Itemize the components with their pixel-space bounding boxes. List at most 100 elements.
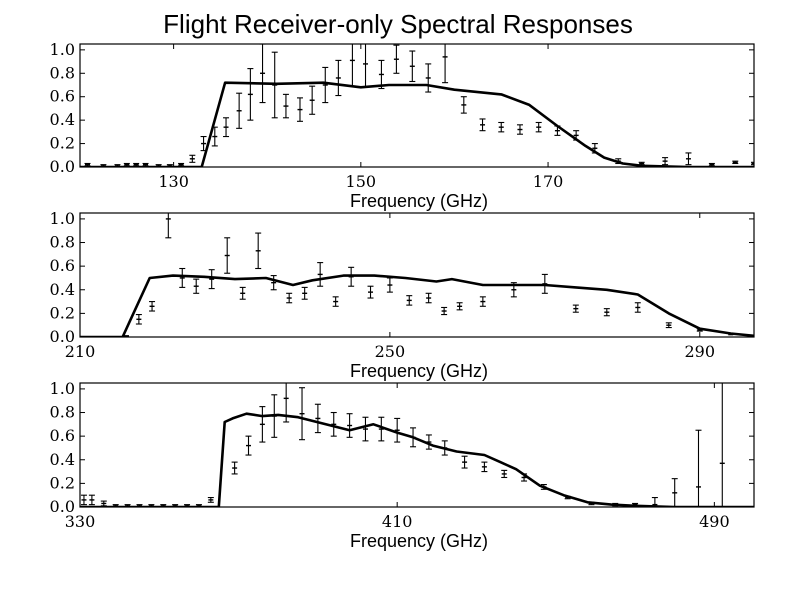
data-point (135, 314, 142, 325)
data-point (615, 158, 622, 165)
response-line (80, 274, 754, 337)
y-tick-label: 0.2 (50, 134, 75, 153)
data-point (239, 286, 246, 300)
data-point (165, 213, 172, 239)
data-point (367, 285, 374, 299)
data-point (282, 93, 289, 119)
data-point (179, 267, 186, 288)
data-point (247, 68, 254, 121)
data-point (255, 232, 262, 270)
data-point (270, 275, 277, 291)
x-tick-label: 250 (375, 342, 406, 361)
data-point (732, 160, 739, 165)
data-point (259, 406, 266, 443)
data-point (554, 125, 561, 136)
data-point (271, 51, 278, 119)
x-tick-label: 150 (346, 172, 377, 191)
data-point (461, 455, 468, 469)
y-tick-label: 0.6 (50, 87, 75, 106)
data-layer (80, 213, 754, 337)
y-tick-label: 0.6 (50, 256, 75, 275)
data-point (362, 44, 369, 88)
y-tick-label: 0.6 (50, 426, 75, 445)
x-axis-label: Frequency (GHz) (350, 361, 488, 381)
data-point (460, 96, 467, 114)
data-point (309, 85, 316, 115)
data-point (393, 44, 400, 74)
data-point (386, 277, 393, 293)
data-point (208, 269, 215, 290)
y-tick-label: 0.8 (50, 233, 75, 252)
y-tick-label: 0.0 (50, 497, 75, 516)
data-point (84, 162, 91, 167)
data-point (696, 328, 703, 332)
data-point (322, 66, 329, 104)
data-point (88, 494, 95, 506)
data-point (178, 162, 185, 167)
data-point (200, 135, 207, 152)
data-point (80, 494, 87, 506)
data-point (142, 162, 149, 167)
data-point (695, 429, 702, 507)
data-point (283, 383, 290, 423)
data-point (425, 434, 432, 450)
data-point (479, 296, 486, 307)
data-point (314, 403, 321, 434)
data-point (259, 44, 266, 104)
data-point (591, 143, 598, 154)
data-point (223, 117, 230, 138)
panels-group: 0.0 0.2 0.4 0.6 0.8 1.0 130 150 170 Frequency (GH… (50, 40, 755, 551)
y-tick-label: 0.0 (50, 157, 75, 176)
data-point (442, 44, 449, 84)
y-tick-label: 0.2 (50, 473, 75, 492)
x-tick-label: 490 (699, 512, 730, 531)
data-point (425, 292, 432, 304)
y-tick-label: 0.8 (50, 403, 75, 422)
y-tick-label: 0.4 (50, 110, 75, 129)
data-point (564, 495, 571, 500)
data-point (498, 121, 505, 133)
data-layer (80, 44, 754, 167)
data-point (441, 306, 448, 316)
data-point (301, 286, 308, 300)
y-tick-label: 1.0 (50, 379, 75, 398)
data-point (662, 157, 669, 166)
data-point (603, 308, 610, 317)
data-point (332, 296, 339, 307)
data-point (231, 461, 238, 475)
data-point (535, 121, 542, 133)
data-point (335, 59, 342, 97)
data-point (299, 387, 306, 441)
response-line (80, 81, 754, 167)
data-point (317, 262, 324, 287)
data-point (271, 394, 278, 438)
data-point (572, 304, 579, 313)
y-tick-label: 1.0 (50, 209, 75, 228)
x-tick-label: 330 (65, 512, 96, 531)
y-tick-label: 0.4 (50, 450, 75, 469)
data-point (719, 383, 725, 507)
data-point (671, 478, 678, 507)
data-point (296, 97, 303, 122)
data-point (638, 161, 645, 166)
x-axis-label: Frequency (GHz) (350, 191, 488, 211)
data-point (330, 411, 337, 437)
data-point (362, 416, 369, 442)
data-point (409, 50, 416, 83)
data-point (346, 413, 353, 438)
data-point (211, 126, 218, 147)
data-point (510, 282, 517, 298)
data-point (189, 154, 196, 163)
axes-frame (79, 212, 755, 338)
data-point (541, 273, 548, 294)
x-tick-label: 170 (533, 172, 564, 191)
data-point (349, 44, 356, 87)
panel-3: 0.0 0.2 0.4 0.6 0.8 1.0 330 410 490 Frequency (GH… (50, 379, 755, 551)
x-tick-label: 290 (684, 342, 715, 361)
panel-2: 0.0 0.2 0.4 0.6 0.8 1.0 210 250 290 Frequency (GH… (50, 209, 755, 381)
data-point (751, 161, 754, 166)
data-point (441, 440, 448, 456)
data-point (410, 427, 417, 448)
data-point (708, 162, 715, 167)
